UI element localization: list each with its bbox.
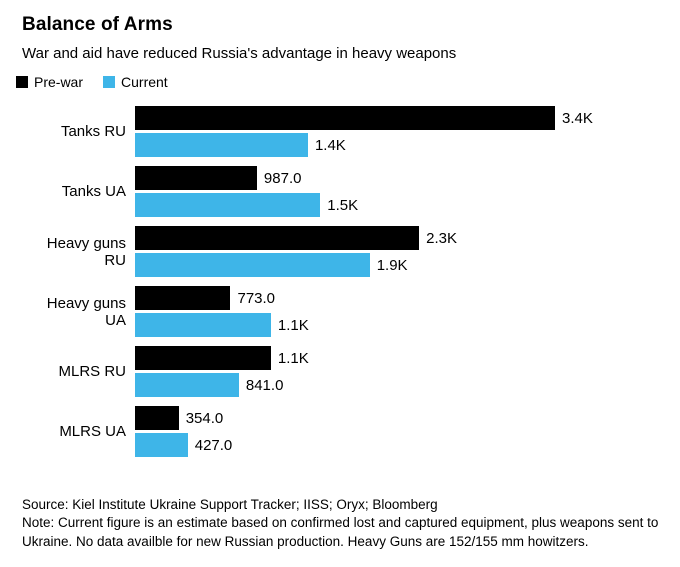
value-label: 1.1K bbox=[277, 316, 309, 334]
bar-pair: 1.1K 841.0 bbox=[135, 346, 555, 397]
value-label: 1.1K bbox=[277, 349, 309, 367]
bar-current bbox=[135, 433, 188, 457]
bar-current bbox=[135, 133, 308, 157]
legend-swatch-current bbox=[103, 76, 116, 88]
bar-pair: 354.0 427.0 bbox=[135, 406, 555, 457]
bar-row: 1.1K bbox=[135, 313, 555, 337]
source-text: Source: Kiel Institute Ukraine Support T… bbox=[22, 496, 438, 512]
value-label: 354.0 bbox=[185, 409, 224, 427]
bar-row: 1.4K bbox=[135, 133, 555, 157]
bar-current bbox=[135, 313, 271, 337]
bar-pre-war bbox=[135, 406, 179, 430]
bar-group: Tanks UA 987.0 1.5K bbox=[22, 166, 658, 217]
category-label: Heavy guns RU bbox=[46, 234, 126, 269]
chart-footer: Source: Kiel Institute Ukraine Support T… bbox=[22, 496, 662, 551]
value-label: 987.0 bbox=[263, 169, 302, 187]
value-label: 1.5K bbox=[327, 196, 359, 214]
value-label: 1.9K bbox=[376, 256, 408, 274]
bar-row: 841.0 bbox=[135, 373, 555, 397]
value-label: 3.4K bbox=[562, 109, 593, 127]
note-text: Note: Current figure is an estimate base… bbox=[22, 515, 659, 549]
bar-pre-war bbox=[135, 166, 257, 190]
bar-pair: 2.3K 1.9K bbox=[135, 226, 555, 277]
bar-pre-war bbox=[135, 226, 420, 250]
value-label: 2.3K bbox=[426, 229, 457, 247]
bar-pre-war bbox=[135, 106, 555, 130]
bar-group: MLRS RU 1.1K 841.0 bbox=[22, 346, 658, 397]
legend-swatch-pre-war bbox=[16, 76, 28, 88]
bar-pair: 3.4K 1.4K bbox=[135, 106, 593, 157]
bar-current bbox=[135, 193, 321, 217]
bar-pre-war bbox=[135, 346, 271, 370]
chart-title: Balance of Arms bbox=[22, 14, 173, 35]
bar-pair: 773.0 1.1K bbox=[135, 286, 555, 337]
bar-chart: Tanks RU 3.4K 1.4K Tanks UA 987.0 1.5K Heavy g… bbox=[22, 106, 658, 457]
category-label: Tanks UA bbox=[61, 183, 126, 200]
bar-group: Heavy guns UA 773.0 1.1K bbox=[22, 286, 658, 337]
value-label: 841.0 bbox=[245, 376, 284, 394]
bar-row: 1.5K bbox=[135, 193, 555, 217]
category-label: Tanks RU bbox=[60, 123, 126, 140]
bar-current bbox=[135, 373, 239, 397]
value-label: 773.0 bbox=[237, 289, 276, 307]
legend-label-pre-war: Pre-war bbox=[34, 74, 84, 90]
bar-group: Tanks RU 3.4K 1.4K bbox=[22, 106, 658, 157]
bar-group: MLRS UA 354.0 427.0 bbox=[22, 406, 658, 457]
category-label: MLRS UA bbox=[59, 423, 126, 440]
bar-row: 2.3K bbox=[135, 226, 555, 250]
bar-current bbox=[135, 253, 370, 277]
value-label: 1.4K bbox=[314, 136, 346, 154]
bar-row: 1.1K bbox=[135, 346, 555, 370]
legend-item-pre-war: Pre-war bbox=[16, 74, 83, 90]
category-label: MLRS RU bbox=[58, 363, 126, 380]
bar-pre-war bbox=[135, 286, 231, 310]
bar-row: 354.0 bbox=[135, 406, 555, 430]
bar-row: 987.0 bbox=[135, 166, 555, 190]
bar-row: 3.4K bbox=[135, 106, 593, 130]
legend-item-current: Current bbox=[103, 74, 168, 90]
value-label: 427.0 bbox=[194, 436, 233, 454]
bar-row: 773.0 bbox=[135, 286, 555, 310]
bar-pair: 987.0 1.5K bbox=[135, 166, 555, 217]
legend-label-current: Current bbox=[121, 74, 168, 90]
bar-group: Heavy guns RU 2.3K 1.9K bbox=[22, 226, 658, 277]
bar-row: 1.9K bbox=[135, 253, 555, 277]
bar-row: 427.0 bbox=[135, 433, 555, 457]
category-label: Heavy guns UA bbox=[46, 294, 126, 329]
chart-subtitle: War and aid have reduced Russia's advant… bbox=[22, 45, 457, 62]
legend: Pre-war Current bbox=[16, 74, 658, 90]
